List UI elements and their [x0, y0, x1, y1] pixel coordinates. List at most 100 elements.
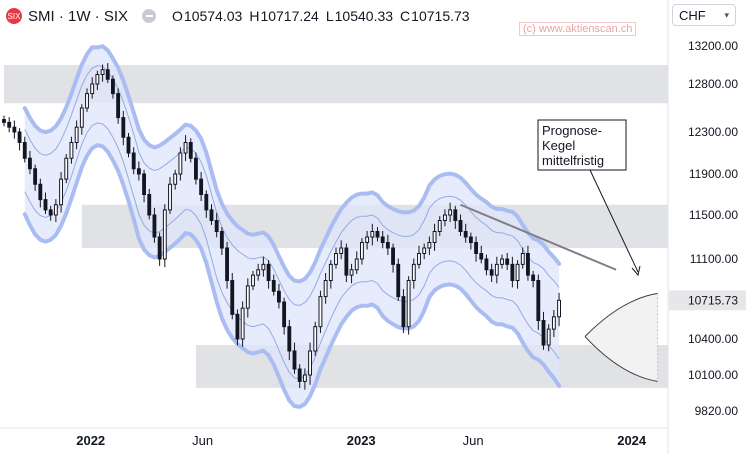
- candle[interactable]: [33, 164, 38, 191]
- candle[interactable]: [375, 227, 380, 242]
- candle[interactable]: [313, 321, 318, 356]
- candle[interactable]: [126, 133, 131, 158]
- candle[interactable]: [396, 258, 401, 301]
- candle[interactable]: [551, 310, 556, 338]
- candle[interactable]: [105, 63, 110, 84]
- candle[interactable]: [90, 77, 95, 99]
- candle[interactable]: [417, 245, 421, 269]
- candle[interactable]: [256, 263, 261, 281]
- candle[interactable]: [59, 171, 63, 213]
- candle[interactable]: [287, 319, 292, 361]
- candle[interactable]: [121, 110, 126, 146]
- candle[interactable]: [443, 209, 447, 227]
- candle[interactable]: [261, 256, 266, 277]
- candle[interactable]: [500, 254, 504, 269]
- candle[interactable]: [422, 243, 427, 260]
- candle[interactable]: [178, 147, 183, 181]
- candle[interactable]: [479, 245, 484, 264]
- candle[interactable]: [214, 212, 219, 238]
- candle[interactable]: [453, 205, 458, 229]
- candle[interactable]: [385, 234, 390, 256]
- candle[interactable]: [308, 342, 312, 385]
- candle[interactable]: [328, 260, 333, 289]
- candle[interactable]: [240, 301, 245, 347]
- candle[interactable]: [360, 238, 364, 265]
- candle[interactable]: [557, 292, 561, 327]
- candle[interactable]: [2, 115, 6, 127]
- candle[interactable]: [526, 245, 530, 281]
- candle[interactable]: [209, 204, 214, 225]
- candle[interactable]: [546, 324, 551, 352]
- candle[interactable]: [463, 223, 468, 243]
- candle[interactable]: [458, 214, 463, 236]
- candle[interactable]: [297, 364, 302, 389]
- candle[interactable]: [28, 150, 32, 175]
- candle[interactable]: [510, 256, 515, 288]
- candle[interactable]: [370, 223, 375, 246]
- candle[interactable]: [541, 311, 546, 350]
- candle[interactable]: [489, 263, 494, 283]
- candle[interactable]: [204, 190, 209, 218]
- candle[interactable]: [147, 188, 152, 220]
- candle[interactable]: [183, 135, 188, 161]
- candle[interactable]: [17, 128, 22, 151]
- candle[interactable]: [515, 260, 520, 289]
- candle[interactable]: [520, 247, 525, 269]
- candle[interactable]: [437, 216, 442, 236]
- candle[interactable]: [131, 147, 136, 175]
- candle[interactable]: [339, 240, 344, 260]
- candle[interactable]: [334, 247, 338, 269]
- candle[interactable]: [411, 258, 416, 289]
- candle[interactable]: [188, 138, 193, 163]
- candle[interactable]: [349, 263, 354, 284]
- candle[interactable]: [318, 290, 323, 334]
- candle[interactable]: [152, 207, 157, 243]
- candle[interactable]: [142, 169, 146, 203]
- candle[interactable]: [432, 223, 437, 251]
- candle[interactable]: [7, 117, 12, 133]
- candle[interactable]: [69, 136, 74, 164]
- candle[interactable]: [536, 274, 541, 330]
- candle[interactable]: [225, 241, 229, 289]
- candle[interactable]: [474, 236, 478, 262]
- candle[interactable]: [323, 272, 328, 304]
- candle[interactable]: [484, 254, 489, 276]
- candle[interactable]: [251, 270, 255, 291]
- candle[interactable]: [22, 136, 27, 163]
- candle[interactable]: [12, 120, 17, 139]
- candle[interactable]: [354, 251, 359, 275]
- candle[interactable]: [344, 243, 349, 283]
- annotation-box[interactable]: [537, 119, 627, 171]
- minus-icon[interactable]: [142, 9, 157, 23]
- candle[interactable]: [100, 64, 105, 82]
- candle[interactable]: [494, 256, 499, 284]
- trendline[interactable]: [460, 203, 617, 271]
- candle[interactable]: [43, 192, 48, 214]
- candle[interactable]: [365, 230, 370, 250]
- candle[interactable]: [235, 309, 240, 346]
- candle[interactable]: [53, 199, 58, 223]
- candle[interactable]: [173, 169, 178, 190]
- candle[interactable]: [219, 227, 224, 256]
- candle[interactable]: [162, 204, 167, 268]
- candle[interactable]: [468, 232, 473, 250]
- candle[interactable]: [427, 236, 432, 256]
- candle[interactable]: [448, 202, 453, 223]
- candle[interactable]: [38, 178, 43, 208]
- candle[interactable]: [116, 88, 121, 124]
- candle[interactable]: [380, 230, 385, 249]
- candle[interactable]: [401, 289, 406, 334]
- candle[interactable]: [136, 161, 141, 181]
- candle[interactable]: [245, 278, 250, 318]
- candle[interactable]: [230, 272, 235, 320]
- candle[interactable]: [505, 252, 510, 270]
- candle[interactable]: [85, 88, 89, 112]
- candle[interactable]: [302, 368, 307, 390]
- candle[interactable]: [277, 283, 281, 309]
- candle[interactable]: [157, 232, 162, 266]
- candle[interactable]: [406, 276, 411, 335]
- candle[interactable]: [194, 152, 198, 185]
- candle[interactable]: [48, 205, 53, 221]
- currency-selector[interactable]: CHF ▾: [672, 4, 736, 26]
- candle[interactable]: [168, 177, 172, 214]
